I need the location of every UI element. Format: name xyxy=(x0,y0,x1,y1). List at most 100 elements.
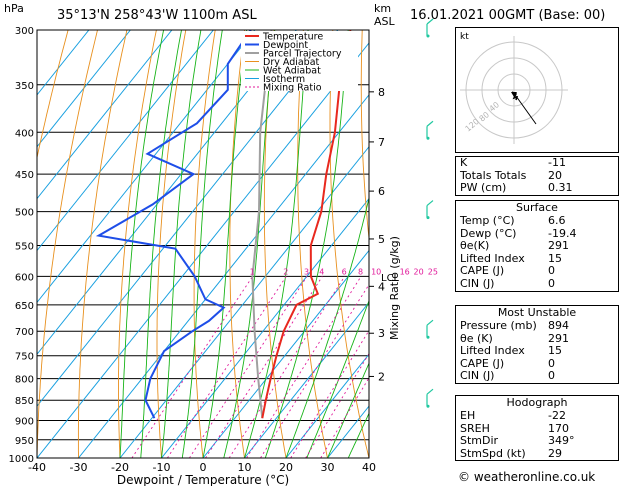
dry-adiabat xyxy=(360,30,369,243)
dry-adiabat xyxy=(193,30,216,458)
mixing-ratio-line xyxy=(228,276,345,458)
wet-adiabat xyxy=(161,30,202,458)
most-unstable-title: Most Unstable xyxy=(497,306,577,319)
temperature-tick-label: -40 xyxy=(28,461,46,474)
mu-pressure-row: Pressure (mb) 894 xyxy=(460,319,569,332)
dry-adiabat xyxy=(329,30,369,458)
datetime-title: 16.01.2021 00GMT (Base: 00) xyxy=(410,8,606,23)
temperature-tick-label: -20 xyxy=(111,461,129,474)
isotherm xyxy=(37,30,131,148)
mixing-ratio-label: 25 xyxy=(428,267,438,276)
dry-adiabat xyxy=(37,30,98,458)
hodograph-table-title: Hodograph xyxy=(506,396,568,409)
mu-thetae-row: θe (K) 291 xyxy=(460,331,569,345)
pressure-tick-label: 800 xyxy=(15,375,34,386)
pressure-tick-label: 750 xyxy=(15,352,34,363)
sreh-row: SREH 170 xyxy=(460,421,569,435)
mu-lifted-index-row: Lifted Index 15 xyxy=(460,344,562,358)
pressure-tick-label: 900 xyxy=(15,417,34,428)
totals-totals-row: Totals Totals 20 xyxy=(460,168,562,182)
wet-adiabat xyxy=(119,30,165,458)
isotherm xyxy=(37,30,173,200)
temperature-tick-label: -30 xyxy=(70,461,88,474)
temperature-tick-label: 40 xyxy=(362,461,376,474)
km-tick-label: 7 xyxy=(378,136,385,149)
km-tick-label: 3 xyxy=(378,327,385,340)
mixing-ratio-label: 6 xyxy=(342,267,347,276)
dry-adiabat xyxy=(263,30,287,458)
mixing-ratio-label: 20 xyxy=(414,267,424,276)
dry-adiabat xyxy=(156,30,187,458)
km-axis-unit: km xyxy=(374,2,392,15)
isotherm xyxy=(285,353,369,458)
storm-motion-vector xyxy=(515,95,537,125)
wind-barb-dot xyxy=(426,404,430,408)
isotherm xyxy=(161,197,369,458)
pressure-tick-label: 500 xyxy=(15,208,34,219)
dry-adiabat xyxy=(118,30,157,458)
legend-label: Dry Adiabat xyxy=(263,57,320,68)
stmdir-row: StmDir 349° xyxy=(460,434,575,448)
surface-dewp-row: Dewp (°C) -19.4 xyxy=(460,226,577,240)
temperature-line xyxy=(261,30,352,419)
wind-barb-flag xyxy=(426,388,434,395)
wind-barb-dot xyxy=(426,136,430,140)
credit-text: © weatheronline.co.uk xyxy=(458,470,596,484)
wet-adiabat xyxy=(244,30,309,458)
hodograph-ring-label-120: 120 xyxy=(464,117,481,134)
pressure-tick-label: 850 xyxy=(15,396,34,407)
legend-label: Temperature xyxy=(262,32,323,43)
isotherm xyxy=(78,94,369,458)
hodograph-ring-label-40: 40 xyxy=(488,100,502,113)
dry-adiabat xyxy=(37,30,69,160)
location-title: 35°13'N 258°43'W 1100m ASL xyxy=(57,8,257,23)
pressure-tick-label: 950 xyxy=(15,436,34,447)
mu-cape-row: CAPE (J) 0 xyxy=(460,356,555,370)
pressure-tick-label: 400 xyxy=(15,128,34,139)
temperature-tick-label: 0 xyxy=(200,461,207,474)
wet-adiabat xyxy=(264,30,349,458)
temperature-tick-label: 20 xyxy=(279,461,293,474)
wind-barb-flag xyxy=(426,120,434,127)
mixing-ratio-line xyxy=(290,329,369,458)
wet-adiabat xyxy=(223,30,276,458)
wind-barb-dot xyxy=(426,216,430,220)
legend-label: Parcel Trajectory xyxy=(263,49,342,60)
mixing-ratio-label: 1 xyxy=(250,267,255,276)
temperature-tick-label: 30 xyxy=(321,461,335,474)
pressure-tick-label: 600 xyxy=(15,272,34,283)
pressure-tick-label: 1000 xyxy=(9,454,34,465)
mixing-ratio-label: 16 xyxy=(400,267,410,276)
temperature-tick-label: 10 xyxy=(238,461,252,474)
surface-title: Surface xyxy=(516,201,558,214)
hodograph-table: Hodograph EH -22 SREH 170 StmDir 349° StmSp… xyxy=(455,395,619,462)
surface-temp-row: Temp (°C) 6.6 xyxy=(460,214,566,227)
pressure-tick-label: 650 xyxy=(15,301,34,312)
parcel-trajectory-line xyxy=(251,30,273,419)
isotherm xyxy=(37,30,339,407)
surface-table: Surface Temp (°C) 6.6 Dewp (°C) -19.4 θe(K… xyxy=(455,200,619,292)
surface-lifted-index-row: Lifted Index 15 xyxy=(460,251,562,265)
isotherm xyxy=(119,145,369,458)
isotherm xyxy=(202,249,369,458)
legend-label: Wet Adiabat xyxy=(263,66,321,77)
wet-adiabat xyxy=(181,30,223,458)
mixing-ratio-label: 2 xyxy=(283,267,288,276)
mixing-ratio-label: 4 xyxy=(319,267,324,276)
x-axis-title: Dewpoint / Temperature (°C) xyxy=(117,473,289,486)
mixing-ratio-axis-title: Mixing Ratio (g/kg) xyxy=(388,236,401,340)
isotherm xyxy=(37,30,256,304)
pressure-tick-label: 300 xyxy=(15,26,34,37)
pressure-tick-label: 450 xyxy=(15,170,34,181)
mixing-ratio-line xyxy=(131,276,253,458)
km-tick-label: 5 xyxy=(378,233,385,246)
dry-adiabat xyxy=(229,30,246,458)
legend-label: Dewpoint xyxy=(263,40,308,51)
km-tick-label: 2 xyxy=(378,370,385,383)
most-unstable-table: Most Unstable Pressure (mb) 894 θe (K) 291… xyxy=(455,305,619,384)
wet-adiabat xyxy=(202,30,248,458)
mixing-ratio-line xyxy=(246,276,362,458)
pressure-tick-label: 350 xyxy=(15,81,34,92)
wind-barb-dot xyxy=(426,34,430,38)
